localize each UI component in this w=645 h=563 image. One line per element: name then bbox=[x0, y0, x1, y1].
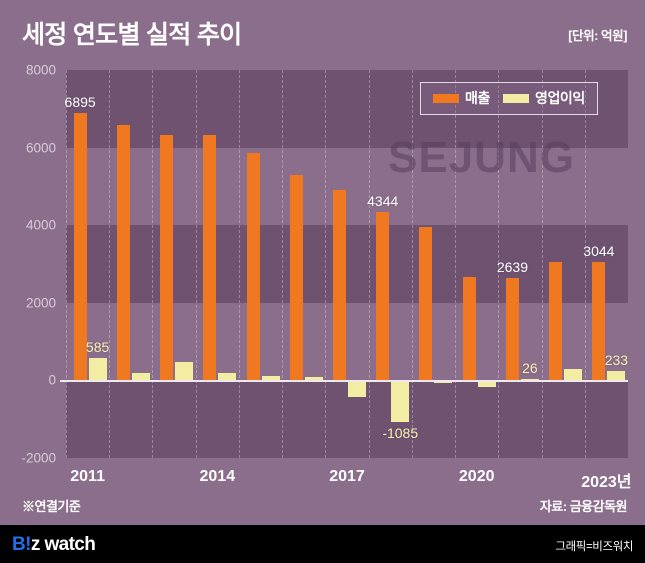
vertical-gridline bbox=[455, 70, 457, 458]
unit-label: [단위: 억원] bbox=[568, 29, 627, 43]
page-title: 세정 연도별 실적 추이 bbox=[22, 21, 242, 49]
vertical-gridline bbox=[282, 70, 284, 458]
legend-swatch-revenue-icon bbox=[433, 93, 459, 103]
logo-exclamation-icon: ! bbox=[25, 534, 31, 555]
zero-axis-line bbox=[60, 380, 628, 382]
bar-revenue bbox=[289, 174, 303, 381]
bar-operating-profit bbox=[131, 372, 150, 381]
value-label-operating-profit: 26 bbox=[522, 360, 538, 377]
vertical-gridline bbox=[66, 70, 67, 458]
bar-revenue bbox=[376, 211, 390, 381]
vertical-gridline bbox=[152, 70, 154, 458]
bar-revenue bbox=[246, 152, 260, 381]
footer-bar: B!z watch 그래픽=비즈워치 bbox=[0, 525, 645, 563]
legend-item-operating-profit: 영업이익 bbox=[502, 88, 585, 108]
bar-revenue bbox=[116, 124, 130, 381]
vertical-gridline bbox=[195, 70, 197, 458]
chart-plot-area: 8000 6000 4000 2000 0 -2000 6895 4344 2639 3044 5… bbox=[21, 63, 631, 492]
y-axis-tick-label: 0 bbox=[48, 372, 56, 388]
bar-operating-profit bbox=[218, 373, 237, 381]
y-axis-tick-label: 2000 bbox=[25, 295, 56, 311]
value-label-revenue: 4344 bbox=[367, 192, 399, 209]
bar-operating-profit bbox=[348, 380, 366, 398]
vertical-gridline bbox=[238, 70, 240, 458]
vertical-gridline bbox=[325, 70, 327, 458]
graphic-credit: 그래픽=비즈워치 bbox=[555, 541, 633, 553]
chart-legend: 매출 영업이익 bbox=[420, 82, 598, 115]
legend-swatch-operating-profit-icon bbox=[502, 93, 529, 103]
legend-label-revenue: 매출 bbox=[465, 90, 490, 106]
background-band bbox=[66, 302, 628, 381]
bar-revenue bbox=[160, 134, 174, 381]
y-axis-tick-label: 8000 bbox=[25, 62, 56, 78]
footnote-source: 자료: 금융감독원 bbox=[539, 499, 628, 514]
logo-letter-b: B bbox=[12, 534, 26, 555]
y-axis-tick-label: 6000 bbox=[25, 140, 56, 156]
bar-operating-profit bbox=[477, 380, 496, 387]
bar-revenue bbox=[333, 189, 346, 381]
vertical-gridline bbox=[368, 70, 370, 458]
x-axis-tick-label: 2011 bbox=[70, 468, 105, 485]
footnote-basis: ※연결기준 bbox=[22, 499, 81, 514]
value-label-revenue: 6895 bbox=[64, 93, 96, 110]
bar-revenue bbox=[549, 262, 563, 381]
bar-operating-profit bbox=[261, 375, 280, 381]
chart-header: 세정 연도별 실적 추이 [단위: 억원] bbox=[0, 0, 645, 57]
bar-revenue bbox=[203, 134, 217, 381]
bar-operating-profit bbox=[391, 380, 410, 423]
vertical-gridline bbox=[411, 70, 413, 458]
bar-operating-profit bbox=[304, 376, 323, 381]
legend-item-revenue: 매출 bbox=[433, 88, 490, 108]
bar-operating-profit bbox=[520, 379, 539, 381]
bar-operating-profit bbox=[564, 368, 583, 381]
vertical-gridline bbox=[109, 70, 111, 458]
vertical-gridline bbox=[541, 70, 543, 458]
value-label-revenue: 2639 bbox=[496, 259, 528, 275]
bar-operating-profit bbox=[88, 357, 107, 381]
bizwatch-logo: B!z watch bbox=[12, 534, 96, 556]
bar-revenue bbox=[592, 262, 606, 381]
background-band bbox=[66, 225, 628, 303]
bar-operating-profit bbox=[175, 361, 194, 381]
vertical-gridline bbox=[498, 70, 500, 458]
y-axis-tick-label: 4000 bbox=[25, 217, 56, 233]
background-band bbox=[66, 147, 628, 226]
bar-revenue bbox=[462, 276, 476, 381]
bar-operating-profit bbox=[607, 371, 626, 381]
y-axis-tick-label: -2000 bbox=[21, 450, 56, 466]
x-axis-tick-label: 2017 bbox=[329, 468, 365, 485]
bar-revenue bbox=[73, 112, 87, 381]
value-label-operating-profit: -1085 bbox=[382, 425, 419, 442]
logo-text-rest: z watch bbox=[30, 534, 96, 555]
vertical-gridline bbox=[584, 70, 586, 458]
background-band bbox=[66, 380, 628, 458]
bar-revenue bbox=[505, 278, 519, 381]
legend-label-operating-profit: 영업이익 bbox=[534, 90, 585, 106]
bar-revenue bbox=[419, 227, 433, 381]
x-axis-tick-label: 2023년 bbox=[581, 474, 632, 491]
value-label-revenue: 3044 bbox=[583, 243, 615, 260]
x-axis-tick-label: 2014 bbox=[199, 468, 236, 485]
value-label-operating-profit: 585 bbox=[85, 338, 110, 355]
value-label-operating-profit: 233 bbox=[604, 352, 629, 369]
x-axis-tick-label: 2020 bbox=[458, 468, 495, 485]
